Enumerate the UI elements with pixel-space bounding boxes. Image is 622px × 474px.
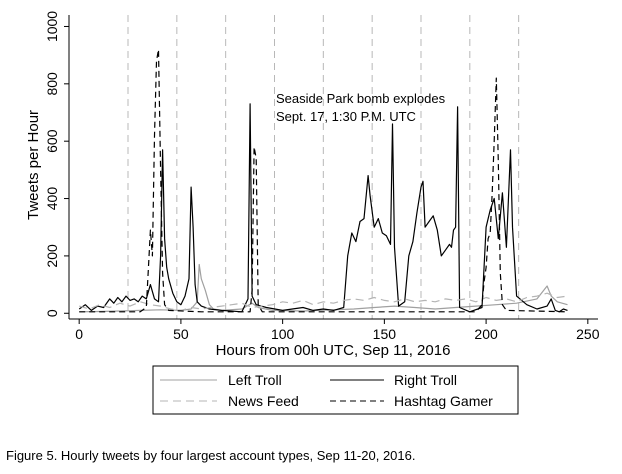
annotation-line-1: Seaside Park bomb explodes <box>276 91 446 106</box>
y-tick-label: 800 <box>44 72 60 96</box>
x-tick-label: 250 <box>576 326 600 342</box>
y-tick-label: 200 <box>44 244 60 268</box>
series-line-news-feed <box>79 292 568 311</box>
x-tick-label: 50 <box>173 326 189 342</box>
legend-label-hashtag-gamer: Hashtag Gamer <box>394 393 493 409</box>
x-tick-label: 200 <box>474 326 498 342</box>
series-line-left-troll <box>79 263 568 313</box>
annotation-line-2: Sept. 17, 1:30 P.M. UTC <box>276 109 416 124</box>
legend-label-news-feed: News Feed <box>228 393 299 409</box>
y-tick-label: 400 <box>44 187 60 211</box>
x-ticks: 0 50 100 150 200 250 <box>75 319 600 342</box>
day-marker-lines <box>127 15 520 319</box>
x-tick-label: 100 <box>271 326 295 342</box>
legend-label-left-troll: Left Troll <box>228 372 282 388</box>
series-line-hashtag-gamer <box>79 48 568 313</box>
x-tick-label: 150 <box>373 326 397 342</box>
series-line-right-troll <box>78 103 568 313</box>
axes <box>68 15 598 320</box>
figure-caption: Figure 5. Hourly tweets by four largest … <box>6 448 416 463</box>
legend-label-right-troll: Right Troll <box>394 372 457 388</box>
y-tick-label: 0 <box>44 309 60 317</box>
y-tick-label: 600 <box>44 129 60 153</box>
legend-box <box>152 365 519 415</box>
series-layer <box>78 48 568 313</box>
legend: Left Troll Right Troll News Feed Hashtag… <box>152 365 519 415</box>
chart: 0 50 100 150 200 250 0 200 400 600 800 1000 Hours … <box>25 10 600 415</box>
x-tick-label: 0 <box>75 326 83 342</box>
x-axis-title: Hours from 00h UTC, Sep 11, 2016 <box>216 342 451 359</box>
y-ticks: 0 200 400 600 800 1000 <box>44 11 69 317</box>
y-axis-title: Tweets per Hour <box>25 110 42 220</box>
y-tick-label: 1000 <box>44 11 60 42</box>
